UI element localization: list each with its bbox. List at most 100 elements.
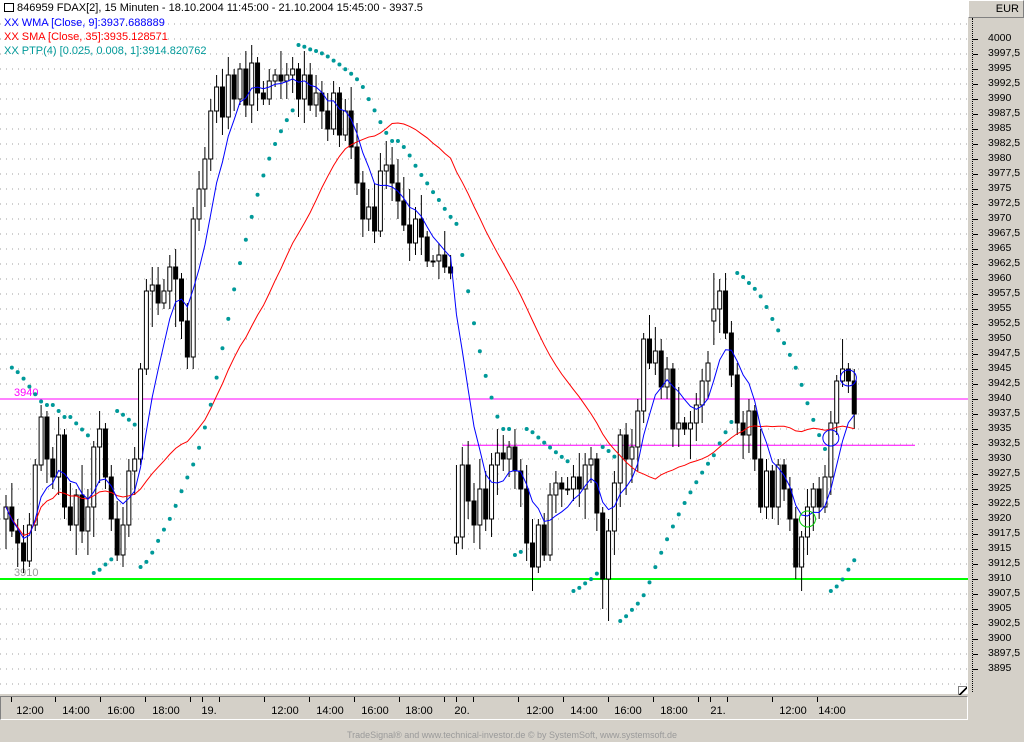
ptp-dot (512, 553, 517, 557)
y-tick (973, 279, 978, 280)
candle-body (296, 68, 301, 100)
ptp-dot (688, 490, 693, 495)
ptp-dot (717, 441, 722, 446)
x-tick-label: 14:00 (62, 705, 90, 717)
ptp-dot (507, 427, 512, 431)
time-axis[interactable]: 12:00 14:00 16:00 18:00 19. 12:00 14:00 16:00 18… (0, 696, 968, 720)
ptp-dot (91, 571, 96, 575)
legend-text: SMA [Close, 35]:3935.128571 (21, 31, 168, 43)
candle-body (746, 410, 752, 436)
ptp-dot (27, 384, 32, 389)
candle-body (717, 290, 723, 310)
ptp-dot (483, 373, 488, 378)
candle-body (102, 428, 108, 478)
candle-body (851, 380, 857, 415)
ptp-dot (39, 399, 44, 404)
candle-body (453, 536, 459, 544)
ptp-dot (21, 376, 26, 381)
y-tick-label: 3980 (988, 152, 1012, 164)
ptp-dot (553, 450, 558, 455)
candle-body (559, 482, 565, 490)
candle-body (448, 266, 454, 274)
candle-body (699, 380, 705, 406)
ptp-dot (489, 395, 494, 400)
ptp-dot (577, 585, 582, 590)
x-tick (653, 697, 654, 702)
ptp-dot (343, 67, 348, 72)
ptp-dot (33, 392, 38, 397)
candle-body (606, 530, 612, 580)
candle-body (85, 506, 91, 532)
y-tick (973, 309, 978, 310)
candle-body (828, 422, 834, 478)
y-tick-label: 3905 (988, 602, 1012, 614)
y-tick-label: 3985 (988, 122, 1012, 134)
ptp-dot (238, 261, 242, 266)
candle-body (413, 218, 418, 244)
legend-prefix: XX (4, 31, 19, 43)
candle-body (588, 458, 594, 466)
ptp-dot (548, 445, 553, 450)
y-tick-label: 3965 (988, 242, 1012, 254)
candle-body (67, 506, 73, 526)
ptp-dot (390, 139, 395, 143)
chart-settings-icon[interactable] (4, 3, 14, 12)
candle-body (342, 110, 348, 136)
signal-circle-marker (798, 510, 816, 528)
ptp-dot (372, 108, 377, 113)
candle-body (442, 254, 448, 268)
y-tick (973, 54, 978, 55)
candle-body (272, 74, 278, 82)
y-tick-label: 3927,5 (988, 467, 1021, 479)
price-axis[interactable]: 4000 3997,5 3995 3992,5 3990 3987,5 3985 3982,5… (968, 0, 1024, 694)
candle-body (91, 446, 97, 508)
y-tick-label: 3940 (988, 392, 1012, 404)
legend-text: WMA [Close, 9]:3937.688889 (21, 17, 165, 29)
x-tick (473, 697, 474, 702)
ptp-dot (600, 445, 605, 449)
candle-body (822, 476, 828, 508)
ptp-dot (735, 271, 740, 275)
x-tick (710, 697, 711, 702)
y-tick-label: 3902,5 (988, 617, 1021, 629)
y-tick (973, 489, 978, 490)
candle-body (705, 362, 711, 382)
ptp-dot (337, 62, 342, 67)
y-tick-label: 3895 (988, 662, 1012, 674)
candle-body (728, 332, 734, 376)
candle-body (354, 146, 360, 184)
legend-sma[interactable]: XX SMA [Close, 35]:3935.128571 (4, 31, 168, 43)
candle-body (132, 458, 138, 472)
ptp-dot (448, 214, 453, 219)
candle-body (459, 464, 465, 538)
y-tick (973, 324, 978, 325)
ptp-dot (635, 601, 640, 606)
wma-line (5, 78, 855, 540)
ptp-dot (255, 192, 260, 197)
legend-ptp[interactable]: XX PTP(4) [0.025, 0.008, 1]:3914.820762 (4, 45, 206, 57)
candle-body (483, 488, 489, 520)
y-tick-label: 4000 (988, 32, 1012, 44)
candle-body (225, 74, 231, 118)
resize-grip-icon[interactable] (958, 686, 967, 695)
chart-plot-area[interactable]: 3940 3910 846959 FDAX[2], 15 Minuten - 18… (0, 0, 968, 695)
candle-body (687, 422, 693, 430)
candle-body (781, 464, 787, 490)
candle-body (787, 488, 793, 520)
ptp-dot (583, 581, 588, 586)
ptp-dot (109, 557, 114, 562)
x-tick-label: 16:00 (614, 705, 642, 717)
y-tick (973, 399, 978, 400)
candle-body (524, 488, 530, 544)
candle-body (547, 494, 553, 556)
candle-body (348, 110, 354, 148)
ptp-dot (852, 558, 857, 563)
ptp-dot (360, 85, 365, 89)
x-tick-label: 19. (201, 705, 217, 717)
legend-wma[interactable]: XX WMA [Close, 9]:3937.688889 (4, 17, 165, 29)
candle-body (44, 416, 50, 460)
candle-body (149, 284, 155, 292)
y-tick-label: 3942,5 (988, 377, 1021, 389)
ptp-dot (325, 54, 330, 59)
candle-body (301, 74, 307, 100)
